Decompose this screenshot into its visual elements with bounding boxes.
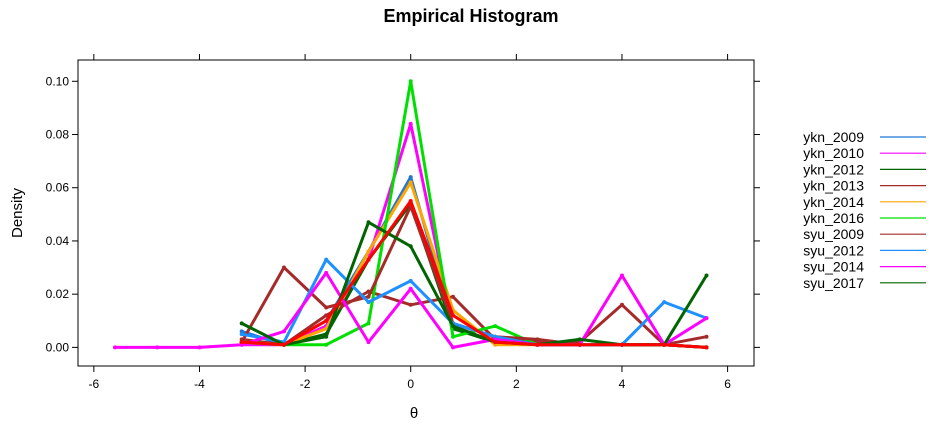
data-point xyxy=(408,199,413,203)
data-point xyxy=(324,313,329,318)
data-point xyxy=(366,321,371,326)
data-point xyxy=(366,257,371,262)
data-point xyxy=(408,286,413,291)
data-point xyxy=(324,318,329,323)
data-point xyxy=(282,342,286,347)
x-axis-label: θ xyxy=(410,405,418,422)
legend-label: syu_2012 xyxy=(803,242,864,258)
data-point xyxy=(408,79,413,84)
x-tick-label: -6 xyxy=(89,377,100,391)
series-unlabeled xyxy=(239,199,709,350)
legend-label: ykn_2013 xyxy=(803,178,864,194)
data-point xyxy=(535,337,540,342)
data-point xyxy=(493,324,498,329)
series-line xyxy=(241,271,708,349)
data-point xyxy=(408,278,413,283)
data-point xyxy=(577,342,582,347)
legend-label: syu_2014 xyxy=(803,259,864,275)
data-point xyxy=(282,329,286,334)
data-point xyxy=(451,334,455,339)
series-line xyxy=(241,79,707,349)
x-tick-label: 4 xyxy=(619,377,626,391)
series-ykn_2010 xyxy=(113,121,709,350)
legend-label: ykn_2010 xyxy=(803,145,864,161)
y-tick-label: 0.08 xyxy=(46,128,70,142)
data-point xyxy=(408,121,413,126)
axis-ticks: -6 -4 -2 0 2 4 6 0.00 0.02 0.04 0.06 0.08 0.10 xyxy=(46,54,760,391)
data-point xyxy=(366,300,371,305)
x-tick-label: -2 xyxy=(300,377,311,391)
data-point xyxy=(155,345,160,350)
y-axis-label: Density xyxy=(9,187,26,238)
legend-label: ykn_2009 xyxy=(803,129,864,145)
data-point xyxy=(113,345,117,350)
y-tick-label: 0.02 xyxy=(46,287,70,301)
data-point xyxy=(577,337,582,342)
x-tick-label: 2 xyxy=(513,377,520,391)
data-point xyxy=(662,300,667,305)
data-point xyxy=(197,345,202,350)
data-point xyxy=(451,324,455,329)
legend-label: ykn_2014 xyxy=(803,194,864,210)
y-tick-label: 0.04 xyxy=(46,234,70,248)
data-point xyxy=(324,305,329,310)
data-point xyxy=(239,340,244,345)
data-point xyxy=(493,340,498,345)
series-ykn_2016 xyxy=(239,79,709,350)
legend-label: ykn_2012 xyxy=(803,161,864,177)
data-point xyxy=(704,345,709,350)
series-line xyxy=(115,122,707,349)
series-ykn_2014 xyxy=(239,180,709,350)
data-point xyxy=(324,334,329,339)
series-line xyxy=(241,180,707,349)
series-line xyxy=(241,199,707,349)
data-point xyxy=(535,342,540,347)
data-point xyxy=(408,244,413,249)
y-tick-label: 0.00 xyxy=(46,340,70,354)
data-point xyxy=(451,294,455,299)
plot-frame xyxy=(77,59,755,367)
data-point xyxy=(366,340,371,345)
data-point xyxy=(408,175,413,180)
data-point xyxy=(620,273,624,278)
series-line xyxy=(241,290,707,347)
data-point xyxy=(239,332,244,337)
data-point xyxy=(662,342,667,347)
data-point xyxy=(324,342,329,347)
x-tick-label: 0 xyxy=(407,377,414,391)
data-point xyxy=(704,316,709,321)
legend-label: syu_2017 xyxy=(803,275,864,291)
data-point xyxy=(620,302,624,307)
data-point xyxy=(366,249,371,254)
data-point xyxy=(366,294,371,299)
data-point xyxy=(408,302,413,307)
data-point xyxy=(451,313,455,318)
series-ykn_2009 xyxy=(239,175,709,350)
x-tick-label: 6 xyxy=(724,377,731,391)
legend: ykn_2009ykn_2010ykn_2012ykn_2013ykn_2014… xyxy=(803,129,926,291)
legend-label: syu_2009 xyxy=(803,226,864,242)
series-syu_2014 xyxy=(239,270,709,350)
data-point xyxy=(451,345,455,350)
data-point xyxy=(324,257,329,262)
series-line xyxy=(241,175,707,349)
x-tick-label: -4 xyxy=(194,377,205,391)
chart-title: Empirical Histogram xyxy=(383,6,558,26)
y-tick-label: 0.06 xyxy=(46,181,70,195)
data-point xyxy=(282,265,286,270)
data-point xyxy=(239,321,244,326)
data-point xyxy=(408,180,413,185)
series-layer xyxy=(113,79,709,350)
legend-label: ykn_2016 xyxy=(803,210,864,226)
data-point xyxy=(620,342,624,347)
data-point xyxy=(704,273,709,278)
data-point xyxy=(704,334,709,339)
y-tick-label: 0.10 xyxy=(46,74,70,88)
data-point xyxy=(366,220,371,225)
data-point xyxy=(324,270,329,275)
